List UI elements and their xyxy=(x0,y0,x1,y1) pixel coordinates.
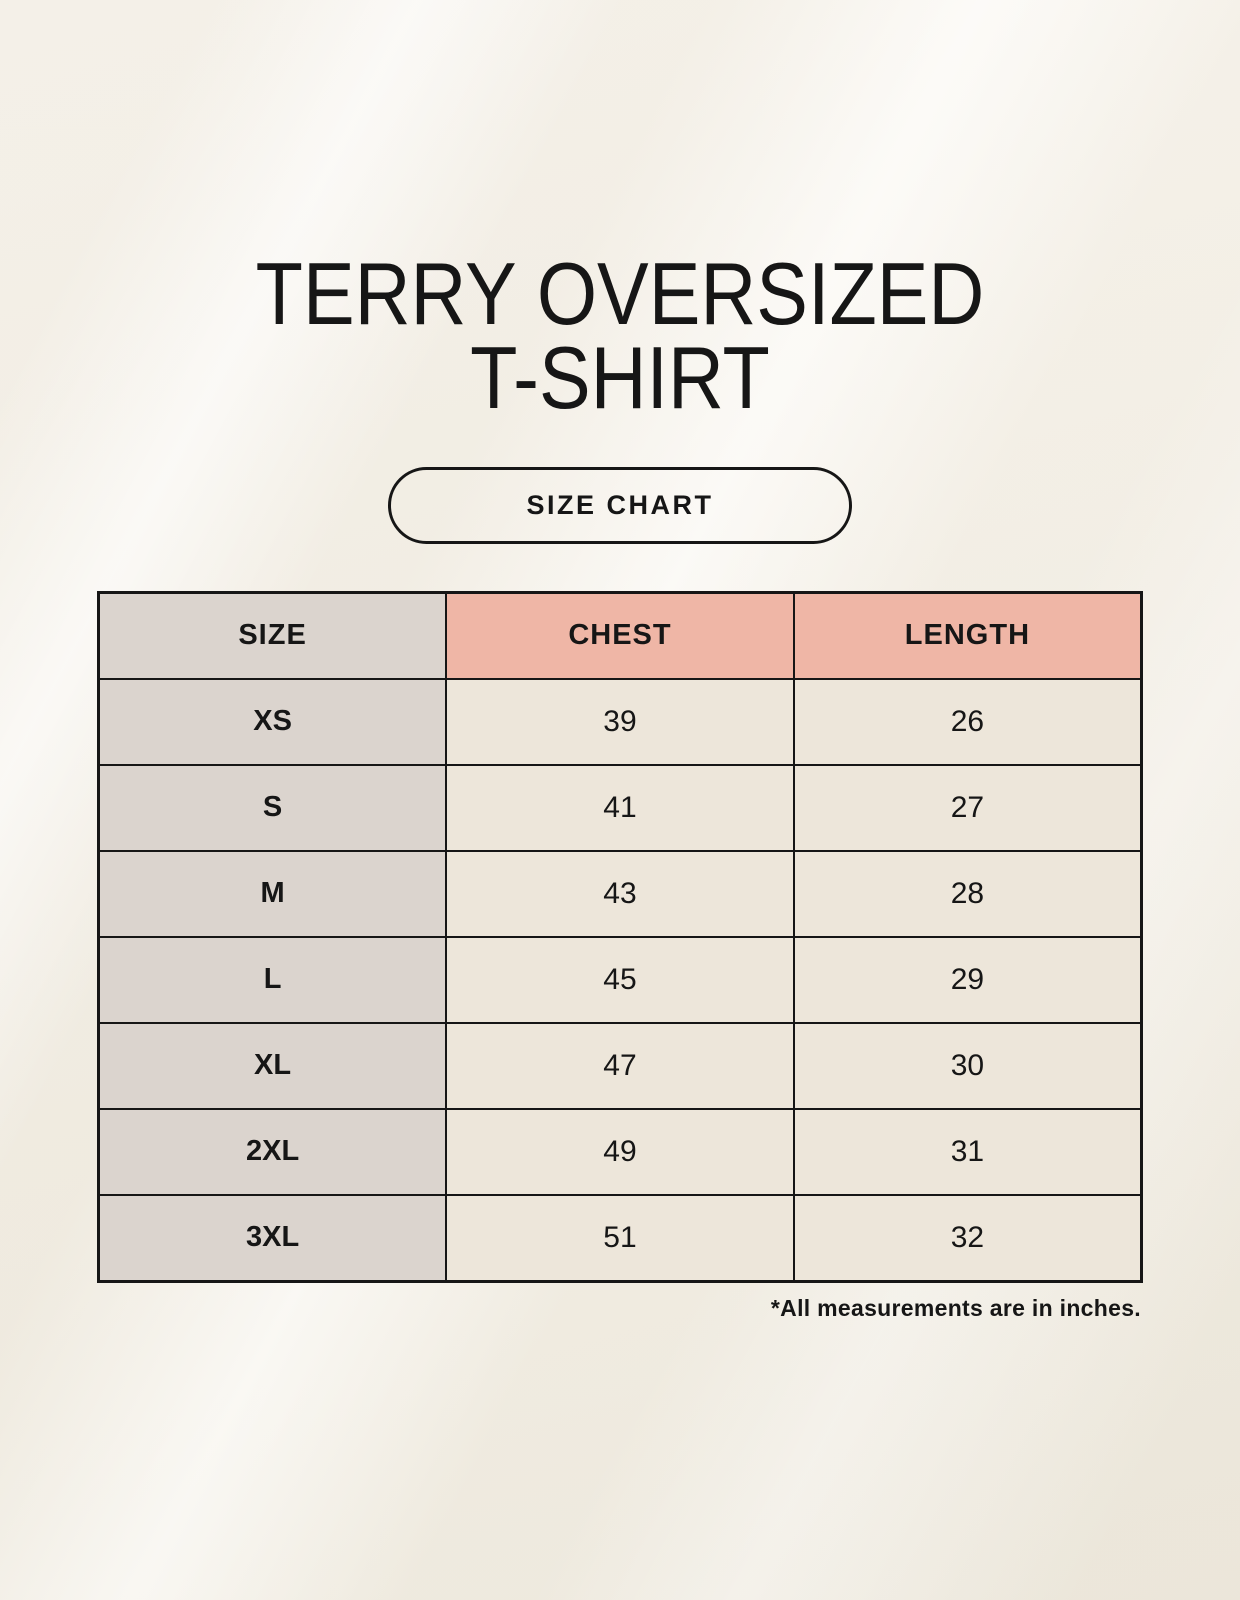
table-row: XL 47 30 xyxy=(97,1021,1143,1110)
size-cell: S xyxy=(97,763,448,852)
length-cell: 26 xyxy=(792,677,1143,766)
table-row: 3XL 51 32 xyxy=(97,1193,1143,1283)
size-cell: XS xyxy=(97,677,448,766)
chest-cell: 41 xyxy=(445,763,795,852)
length-cell: 29 xyxy=(792,935,1143,1024)
measurements-note: *All measurements are in inches. xyxy=(770,1294,1141,1321)
page-title-line2: T-SHIRT xyxy=(470,328,770,428)
size-cell: 3XL xyxy=(97,1193,448,1283)
length-cell: 27 xyxy=(792,763,1143,852)
col-header-chest: CHEST xyxy=(445,591,795,680)
table-row: XS 39 26 xyxy=(97,677,1143,766)
page-title: TERRY OVERSIZED T-SHIRT xyxy=(74,0,1165,428)
table-header-row: SIZE CHEST LENGTH xyxy=(97,591,1143,680)
size-chart-button-label: SIZE CHART xyxy=(526,489,714,520)
table-row: L 45 29 xyxy=(97,935,1143,1024)
col-header-length: LENGTH xyxy=(792,591,1143,680)
size-chart-button[interactable]: SIZE CHART xyxy=(388,466,852,544)
chest-cell: 47 xyxy=(445,1021,795,1110)
size-table: SIZE CHEST LENGTH XS 39 26 S 41 27 M xyxy=(97,590,1143,1283)
table-row: 2XL 49 31 xyxy=(97,1107,1143,1196)
table-row: S 41 27 xyxy=(97,763,1143,852)
page-title-line1: TERRY OVERSIZED xyxy=(255,244,985,343)
length-cell: 32 xyxy=(792,1193,1143,1283)
size-cell: L xyxy=(97,935,448,1024)
length-cell: 28 xyxy=(792,849,1143,938)
table-row: M 43 28 xyxy=(97,849,1143,938)
chest-cell: 39 xyxy=(445,677,795,766)
size-cell: M xyxy=(97,849,448,938)
length-cell: 30 xyxy=(792,1021,1143,1110)
size-table-container: SIZE CHEST LENGTH XS 39 26 S 41 27 M xyxy=(97,590,1143,1322)
length-cell: 31 xyxy=(792,1107,1143,1196)
chest-cell: 51 xyxy=(445,1193,795,1283)
size-cell: 2XL xyxy=(97,1107,448,1196)
chest-cell: 43 xyxy=(445,849,795,938)
chest-cell: 49 xyxy=(445,1107,795,1196)
col-header-size: SIZE xyxy=(97,591,448,680)
size-cell: XL xyxy=(97,1021,448,1110)
chest-cell: 45 xyxy=(445,935,795,1024)
